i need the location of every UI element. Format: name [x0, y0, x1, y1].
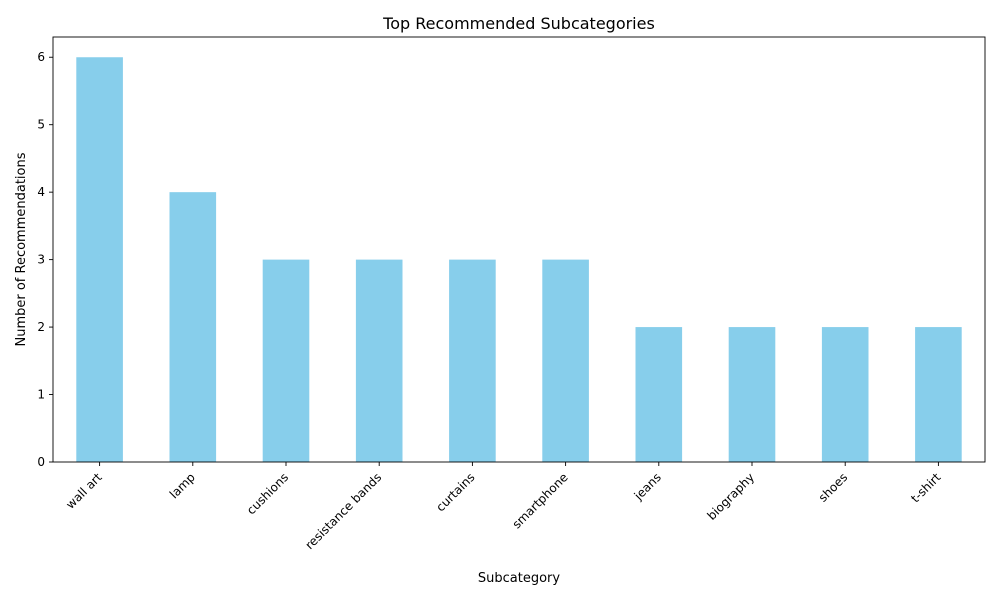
x-tick-label: shoes — [816, 470, 851, 505]
plot-frame — [52, 36, 986, 463]
y-tick-label: 5 — [37, 118, 45, 132]
bar-7 — [728, 327, 776, 462]
y-tick-label: 1 — [37, 388, 45, 402]
bar-8 — [821, 327, 869, 462]
x-axis-label: Subcategory — [478, 571, 561, 586]
x-tick-label: smartphone — [510, 470, 571, 531]
bar-3 — [355, 259, 403, 462]
y-axis-ticks: 0 1 2 3 4 5 6 — [37, 50, 53, 469]
bar-6 — [635, 327, 683, 462]
x-tick-label: wall art — [63, 470, 105, 512]
bar-2 — [262, 259, 310, 462]
bar-5 — [542, 259, 589, 462]
y-tick-label: 6 — [37, 50, 45, 64]
x-tick-label: jeans — [631, 470, 664, 503]
x-tick-label: curtains — [433, 470, 477, 514]
bar-1 — [169, 192, 217, 462]
bar-0 — [76, 57, 123, 462]
x-tick-label: cushions — [244, 470, 291, 517]
bar-9 — [915, 327, 962, 462]
bars-layer — [76, 57, 962, 462]
y-tick-label: 2 — [37, 320, 45, 334]
y-tick-label: 0 — [37, 455, 45, 469]
bar-4 — [449, 259, 496, 462]
y-tick-label: 4 — [37, 185, 45, 199]
x-axis-ticks: wall art lamp cushions resistance bands curt… — [63, 462, 944, 552]
x-tick-label: lamp — [167, 470, 198, 501]
chart-title: Top Recommended Subcategories — [382, 14, 655, 33]
y-tick-label: 3 — [37, 253, 45, 267]
x-tick-label: biography — [704, 470, 757, 523]
x-tick-label: resistance bands — [302, 470, 384, 552]
x-tick-label: t-shirt — [908, 470, 943, 505]
y-axis-label: Number of Recommendations — [14, 152, 29, 346]
